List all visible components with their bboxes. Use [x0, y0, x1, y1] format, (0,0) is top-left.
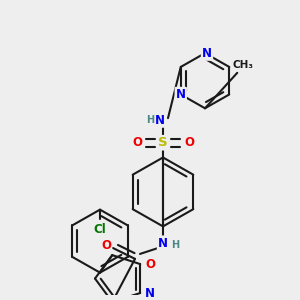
- Text: N: N: [145, 286, 155, 299]
- Text: CH₃: CH₃: [233, 60, 254, 70]
- Text: H: H: [146, 115, 154, 125]
- Text: N: N: [176, 88, 186, 101]
- Text: N: N: [202, 46, 212, 60]
- Text: S: S: [158, 136, 168, 149]
- Text: N: N: [158, 237, 168, 250]
- Text: H: H: [171, 240, 179, 250]
- Text: Cl: Cl: [94, 223, 106, 236]
- Text: N: N: [155, 114, 165, 127]
- Text: O: O: [184, 136, 194, 149]
- Text: O: O: [101, 238, 111, 252]
- Text: O: O: [132, 136, 142, 149]
- Text: O: O: [145, 258, 155, 271]
